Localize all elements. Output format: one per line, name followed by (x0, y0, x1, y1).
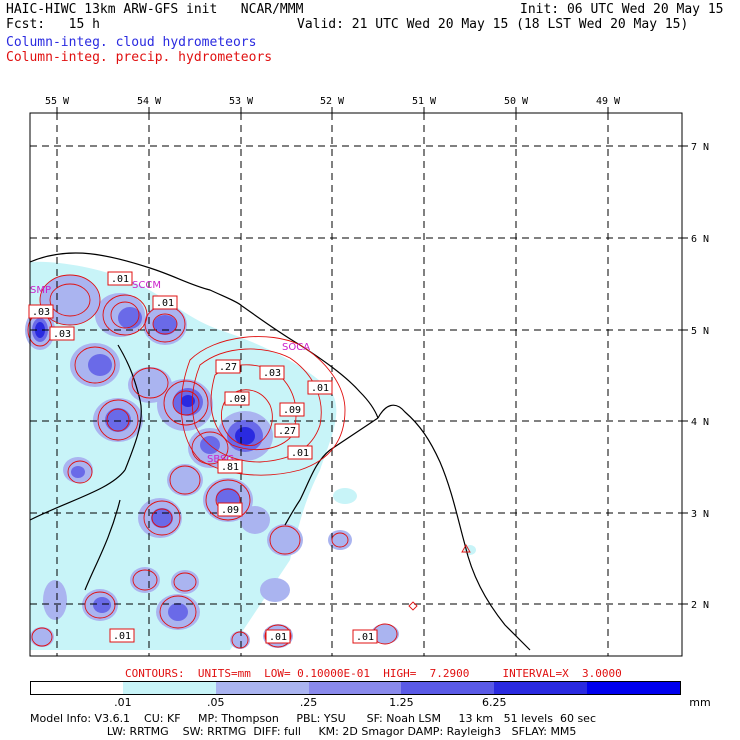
lat-label: 2 N (691, 600, 709, 611)
lon-label: 54 W (137, 96, 162, 107)
contour-label-box (217, 502, 243, 517)
contour-label: .01 (111, 274, 129, 285)
contour-label-box (28, 304, 54, 319)
contour-label-box (352, 629, 378, 644)
lat-label: 4 N (691, 417, 709, 428)
colorbar-tick-label: 6.25 (482, 696, 507, 709)
model-info-line1: Model Info: V3.6.1 CU: KF MP: Thompson P… (30, 712, 597, 725)
lat-lon-grid (30, 113, 682, 656)
lat-label: 3 N (691, 509, 709, 520)
forecast-hour: Fcst: 15 h (6, 17, 100, 32)
plot-title: HAIC-HIWC 13km ARW-GFS init NCAR/MMM (6, 2, 304, 17)
colorbar-segment (401, 681, 495, 695)
init-time: Init: 06 UTC Wed 20 May 15 (520, 2, 724, 17)
contour-label-box (274, 423, 300, 438)
contour-label-box (279, 402, 305, 417)
contours-info: CONTOURS: UNITS=mm LOW= 0.10000E-01 HIGH… (125, 667, 622, 680)
contour-label-box (224, 391, 250, 406)
contour-label-box (49, 326, 75, 341)
contour-label: .03 (263, 368, 281, 379)
colorbar-segment (308, 681, 402, 695)
lon-label: 51 W (412, 96, 437, 107)
colorbar-segment (215, 681, 309, 695)
station-label: SCCM (132, 280, 161, 291)
station-label: SOCA (282, 342, 310, 353)
lon-label: 53 W (229, 96, 254, 107)
contour-label: .01 (269, 632, 287, 643)
contour-label-box (265, 629, 291, 644)
contour-label: .01 (291, 448, 309, 459)
colorbar-tick-label: .05 (206, 696, 225, 709)
colorbar-units: mm (689, 696, 711, 709)
lon-ticks (56, 107, 609, 113)
contour-label: .01 (311, 383, 329, 394)
lat-label: 5 N (691, 326, 709, 337)
contour-label-box (259, 365, 285, 380)
contour-value-labels: .01 .03 .01 .03 .27 .03 .01 .09 .09 .27 .01 .81 .09.… (28, 271, 378, 644)
colorbar-tick-label: 1.25 (389, 696, 414, 709)
valid-time: Valid: 21 UTC Wed 20 May 15 (18 LST Wed … (297, 17, 689, 32)
lon-label: 55 W (45, 96, 70, 107)
contour-label: .09 (221, 505, 239, 516)
contour-label: .81 (221, 462, 239, 473)
cloud-shading-max (35, 322, 255, 445)
lon-label: 52 W (320, 96, 345, 107)
colorbar-segment (122, 681, 216, 695)
contour-label-box (215, 359, 241, 374)
colorbar-tick-label: .25 (299, 696, 318, 709)
contour-label-box (307, 380, 333, 395)
contour-label: .03 (53, 329, 71, 340)
legend-precip-hydrometeors: Column-integ. precip. hydrometeors (6, 50, 273, 65)
contour-label: .03 (32, 307, 50, 318)
contour-label: .09 (283, 405, 301, 416)
colorbar-segment (494, 681, 588, 695)
legend-cloud-hydrometeors: Column-integ. cloud hydrometeors (6, 35, 257, 50)
contour-label: .01 (113, 631, 131, 642)
contour-label: .01 (356, 632, 374, 643)
contour-label: .01 (156, 298, 174, 309)
contour-label: .09 (228, 394, 246, 405)
contour-label: .27 (278, 426, 296, 437)
contour-label-box (217, 459, 243, 474)
lat-ticks (682, 145, 688, 605)
colorbar-segment (30, 681, 124, 695)
colorbar-tick-label: .01 (114, 696, 132, 709)
lat-label: 7 N (691, 142, 709, 153)
contour-label-box (152, 295, 178, 310)
lon-label: 49 W (596, 96, 621, 107)
contour-label: .27 (219, 362, 237, 373)
contour-label-box (109, 628, 135, 643)
contour-label-box (107, 271, 133, 286)
model-info-line2: LW: RRTMG SW: RRTMG DIFF: full KM: 2D Sm… (30, 725, 577, 738)
contour-label-box (287, 445, 313, 460)
lon-label: 50 W (504, 96, 529, 107)
lat-label: 6 N (691, 234, 709, 245)
station-label: SMP (30, 285, 51, 296)
colorbar-segment (587, 681, 681, 695)
